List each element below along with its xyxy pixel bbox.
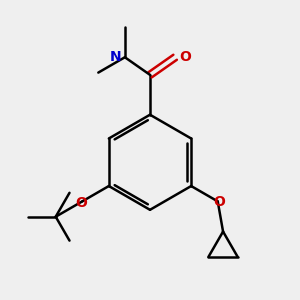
Text: O: O bbox=[213, 195, 225, 209]
Text: N: N bbox=[110, 50, 121, 64]
Text: O: O bbox=[179, 50, 191, 64]
Text: O: O bbox=[75, 196, 87, 210]
